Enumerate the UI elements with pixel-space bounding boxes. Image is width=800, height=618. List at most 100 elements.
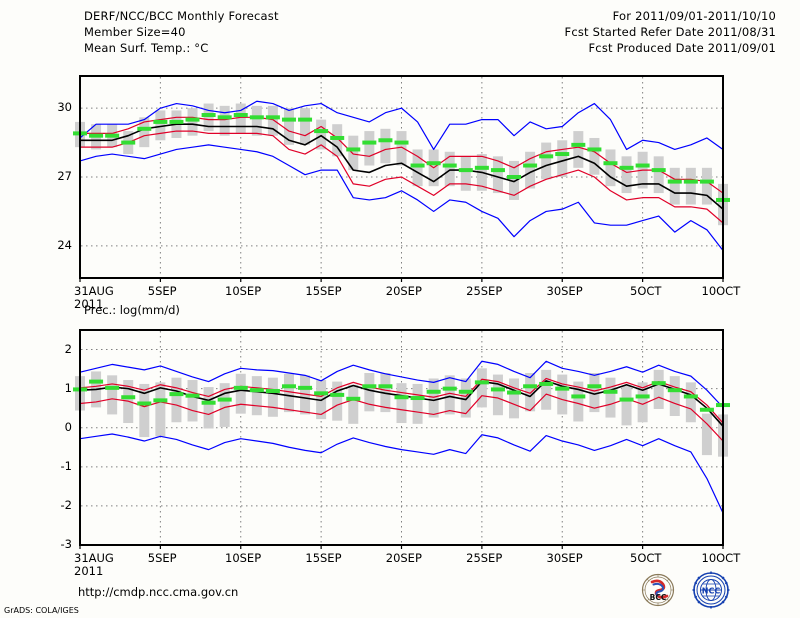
ncc-logo: NCC [692, 571, 730, 609]
xtick-precip-5OCT: 5OCT [630, 551, 662, 565]
bcc-logo: BCC [641, 573, 675, 607]
spread-box [460, 378, 471, 418]
observation-bar [507, 390, 522, 395]
spread-box [332, 124, 343, 157]
spread-box [219, 105, 230, 136]
observation-bar [378, 138, 393, 143]
spread-box [107, 375, 118, 415]
xtick-temp-20SEP: 20SEP [385, 284, 422, 298]
observation-bar [137, 401, 152, 406]
series-min [79, 433, 724, 514]
spread-box [492, 156, 503, 194]
cmdp-url[interactable]: http://cmdp.ncc.cma.gov.cn [78, 585, 239, 599]
observation-bar [442, 386, 457, 391]
observation-bar [265, 388, 280, 393]
spread-box [589, 373, 600, 413]
observation-bar [490, 387, 505, 392]
observation-bar [233, 113, 248, 118]
observation-bar [507, 175, 522, 179]
observation-bar [603, 161, 618, 166]
spread-box [685, 382, 696, 423]
spread-box [637, 382, 648, 423]
observation-bar [442, 163, 457, 168]
xtick-precip-30SEP: 30SEP [546, 551, 583, 565]
observation-bar [265, 115, 280, 120]
observation-bar [539, 154, 554, 159]
series-max [79, 100, 724, 151]
xtick-temp-31AUG: 31AUG [74, 284, 114, 298]
spread-box [589, 137, 600, 175]
ytick-precip--3: -3 [60, 537, 72, 551]
spread-box [396, 383, 407, 424]
series-max [79, 360, 724, 408]
fcst-started-label: Fcst Started Refer Date 2011/08/31 [564, 25, 776, 39]
observation-bar [217, 115, 232, 120]
observation-bar [458, 168, 473, 173]
observation-bar [619, 165, 634, 170]
observation-bar [249, 115, 264, 120]
spread-box [621, 385, 632, 426]
spread-box [380, 128, 391, 164]
ytick-precip-2: 2 [64, 341, 72, 356]
precip-panel-title: Prec.: log(mm/d) [84, 303, 180, 317]
observation-bar [105, 385, 120, 390]
observation-bar [201, 113, 216, 118]
series-median [80, 123, 724, 210]
spread-box [428, 378, 439, 418]
spread-box [203, 387, 214, 429]
observation-bar [153, 119, 168, 124]
spread-box [139, 117, 150, 148]
observation-bar [394, 395, 409, 400]
ytick-precip-1: 1 [64, 380, 72, 395]
observation-bar [651, 381, 666, 386]
xtick-temp-5SEP: 5SEP [147, 284, 177, 298]
observation-bar [539, 381, 554, 386]
observation-bar [89, 133, 104, 138]
spread-box [685, 167, 696, 205]
spread-box [283, 108, 294, 145]
observation-bar [330, 392, 345, 397]
xtick-temp-30SEP: 30SEP [546, 284, 583, 298]
member-size-label: Member Size=40 [84, 25, 186, 39]
xtick-precip-10OCT: 10OCT [701, 551, 741, 565]
observation-bar [153, 398, 168, 403]
series-q75 [80, 116, 724, 194]
spread-box [267, 377, 278, 417]
spread-box [300, 375, 311, 415]
spread-box [155, 382, 166, 437]
observation-bar [362, 384, 377, 389]
forecast-title: DERF/NCC/BCC Monthly Forecast [84, 9, 279, 23]
xtick-temp-15SEP: 15SEP [305, 284, 342, 298]
spread-box [364, 131, 375, 166]
spread-box [701, 167, 712, 205]
observation-bar [105, 133, 120, 138]
variable-label: Mean Surf. Temp.: °C [84, 41, 209, 55]
observation-bar [201, 400, 216, 405]
observation-bar [699, 407, 714, 412]
spread-box [509, 160, 520, 200]
series-q75 [79, 377, 724, 424]
spread-box [251, 105, 262, 136]
observation-bar [298, 385, 313, 390]
observation-bar [635, 394, 650, 399]
forecast-period-label: For 2011/09/01-2011/10/10 [612, 9, 776, 23]
ytick-temp-24: 24 [57, 237, 72, 252]
spread-box [300, 108, 311, 145]
observation-bar [281, 384, 296, 389]
observation-bar [474, 380, 489, 385]
spread-box [396, 131, 407, 166]
spread-box [525, 373, 536, 412]
spread-box [412, 149, 423, 187]
observation-bar [121, 395, 136, 400]
observation-bar [137, 126, 152, 131]
observation-bar [587, 384, 602, 389]
spread-box [653, 369, 664, 409]
spread-box [364, 373, 375, 412]
spread-box [541, 369, 552, 410]
spread-box [348, 384, 359, 424]
observation-bar [346, 147, 361, 152]
observation-bar [555, 386, 570, 391]
spread-box [444, 375, 455, 415]
svg-text:NCC: NCC [702, 587, 721, 596]
